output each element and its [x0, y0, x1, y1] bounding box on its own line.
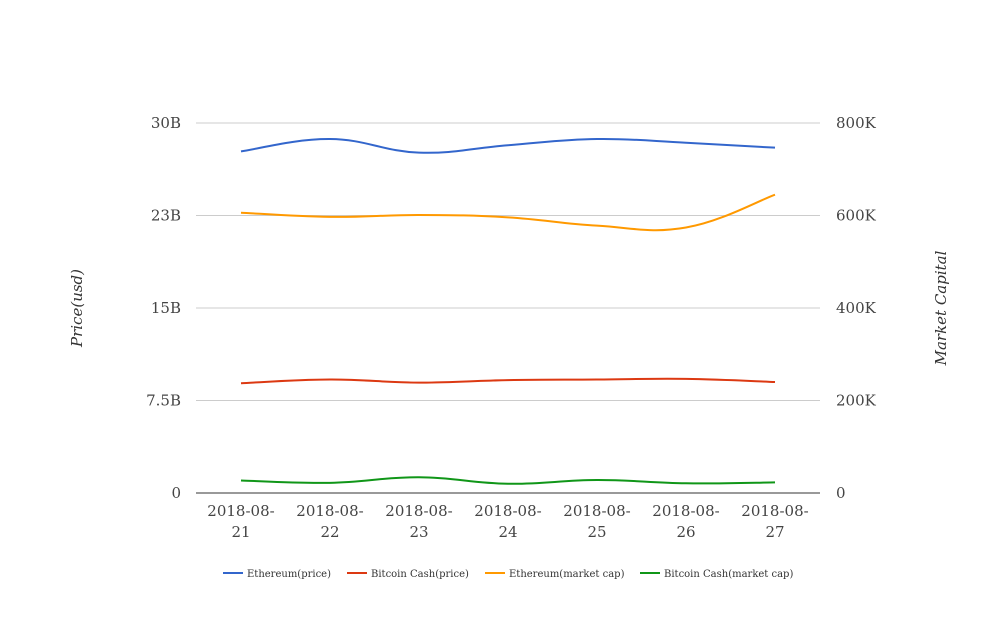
- right-y-tick-label: 600K: [836, 207, 877, 225]
- gridlines: [196, 122, 820, 401]
- right-y-tick-label: 800K: [836, 114, 877, 132]
- series-lines: [240, 137, 776, 485]
- legend-item: Bitcoin Cash(market cap): [640, 569, 793, 580]
- x-tick-label: 2018-08-25: [563, 502, 630, 541]
- x-tick-label: 2018-08-27: [741, 502, 808, 541]
- right-y-tick-label: 200K: [836, 392, 877, 410]
- legend-item: Ethereum(price): [223, 569, 331, 580]
- x-tick-label: 2018-08-22: [296, 502, 363, 541]
- left-y-axis-ticks: 0 7.5B 15B 23B 30B: [146, 114, 181, 502]
- legend-label: Bitcoin Cash(price): [371, 569, 469, 580]
- legend-label: Bitcoin Cash(market cap): [664, 569, 793, 580]
- series-line-ethereum-market-cap: [240, 193, 776, 232]
- left-y-tick-label: 30B: [151, 114, 181, 132]
- left-y-tick-label: 7.5B: [146, 392, 181, 410]
- series-line-ethereum-price: [240, 137, 776, 154]
- right-y-axis-title: Market Capital: [932, 250, 950, 366]
- x-tick-label: 2018-08-21: [207, 502, 274, 541]
- left-y-tick-label: 15B: [151, 299, 181, 317]
- left-y-tick-label: 0: [171, 484, 181, 502]
- x-axis-ticks: 2018-08-21 2018-08-22 2018-08-23 2018-08-24…: [207, 502, 808, 541]
- legend-label: Ethereum(market cap): [509, 569, 625, 580]
- x-tick-label: 2018-08-26: [652, 502, 719, 541]
- legend-item: Ethereum(market cap): [485, 569, 625, 580]
- series-line-bitcoin-cash-price: [240, 377, 776, 385]
- legend: Ethereum(price) Bitcoin Cash(price) Ethere…: [223, 569, 793, 580]
- legend-label: Ethereum(price): [247, 569, 331, 580]
- legend-item: Bitcoin Cash(price): [347, 569, 469, 580]
- right-y-tick-label: 400K: [836, 299, 877, 317]
- left-y-axis-title: Price(usd): [68, 269, 86, 348]
- x-tick-label: 2018-08-24: [474, 502, 541, 541]
- left-y-tick-label: 23B: [151, 207, 181, 225]
- right-y-axis-ticks: 0 200K 400K 600K 800K: [836, 114, 877, 502]
- series-line-bitcoin-cash-market-cap: [240, 476, 776, 485]
- right-y-tick-label: 0: [836, 484, 846, 502]
- x-tick-label: 2018-08-23: [385, 502, 452, 541]
